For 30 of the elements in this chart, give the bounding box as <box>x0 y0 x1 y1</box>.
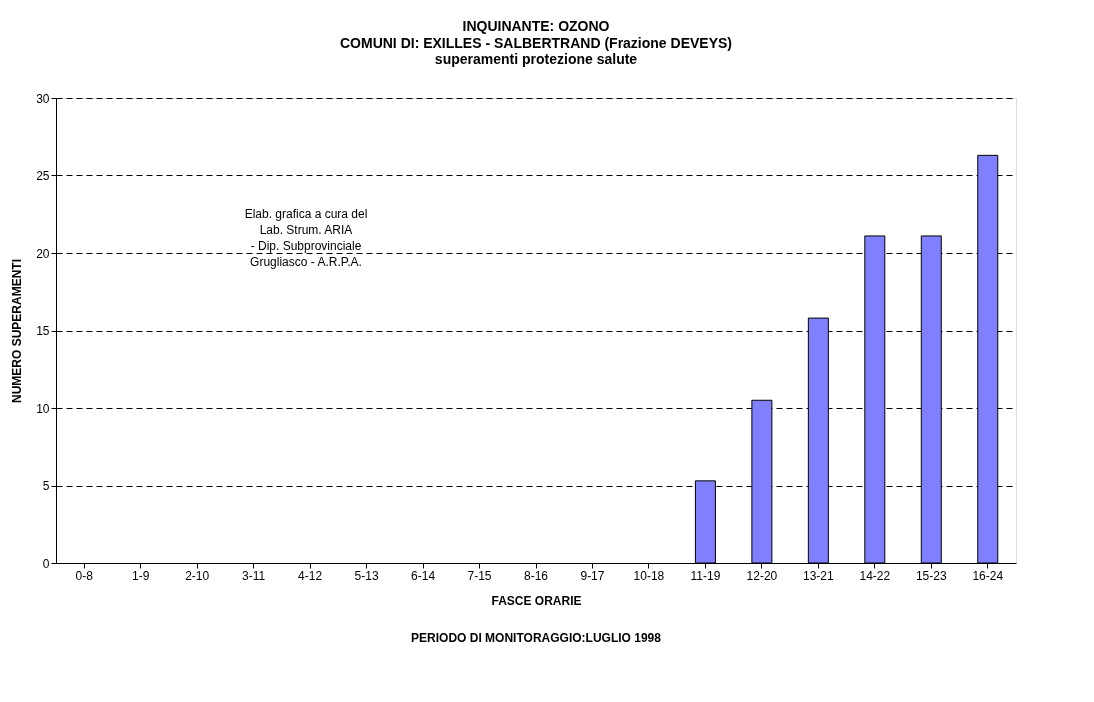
x-tick-label: 16-24 <box>972 568 1004 583</box>
chart-subtitle: COMUNI DI: EXILLES - SALBERTRAND (Frazione DEVEYS) superamenti protezione salute <box>339 35 733 67</box>
x-tick-label: 11-19 <box>690 568 721 583</box>
y-tick-label: 25 <box>36 169 50 183</box>
x-tick-label: 10-18 <box>633 568 665 583</box>
x-tick-label: 13-21 <box>803 568 835 583</box>
x-tick-label: 15-23 <box>915 568 947 583</box>
x-tick-label: 5-13 <box>354 568 379 583</box>
y-tick-label: 5 <box>42 479 50 493</box>
x-tick-label: 0-8 <box>75 568 94 583</box>
y-axis-title: NUMERO SUPERAMENTI <box>10 258 25 404</box>
chart-title: INQUINANTE: OZONO <box>462 18 610 34</box>
x-tick-label: 2-10 <box>185 568 210 583</box>
y-tick-label: 15 <box>36 324 50 338</box>
y-tick-label: 20 <box>36 246 50 261</box>
y-tick-label: 0 <box>42 556 50 571</box>
text: PERIODO DI MONITORAGGIO:LUGLIO 1998 <box>411 631 662 645</box>
annotation: Elab. grafica a cura del Lab. Strum. ARIA - Dip. Subprovinciale Grugliasco - A.R.P.A. <box>244 207 368 269</box>
x-tick-label: 9-17 <box>580 568 605 583</box>
x-tick-label: 3-11 <box>242 568 266 583</box>
x-tick-label: 1-9 <box>132 568 150 583</box>
x-tick-label: 7-15 <box>467 568 492 583</box>
x-tick-label: 8-16 <box>523 568 549 583</box>
x-axis-title: FASCE ORARIE <box>491 593 582 608</box>
y-tick-label: 30 <box>36 91 50 106</box>
y-tick-label: 10 <box>36 401 50 416</box>
x-tick-label: 14-22 <box>859 568 891 583</box>
x-tick-label: 4-12 <box>298 568 323 583</box>
x-tick-label: 6-14 <box>411 568 436 583</box>
x-tick-label: 12-20 <box>746 568 778 583</box>
